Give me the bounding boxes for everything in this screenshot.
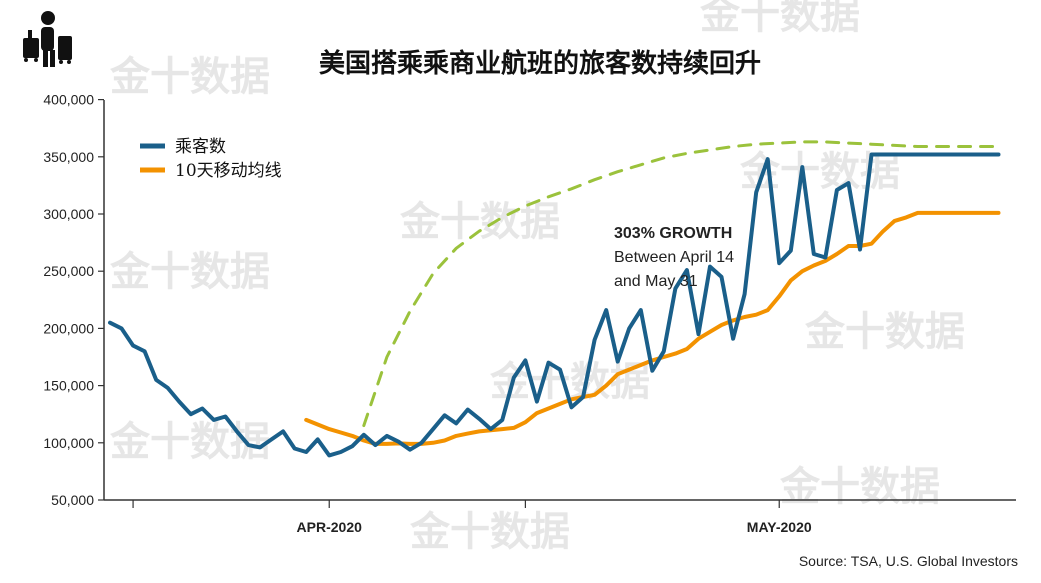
watermark-text: 金十数据	[109, 54, 270, 99]
traveler-icon	[23, 11, 72, 67]
y-tick-label: 150,000	[43, 378, 94, 394]
series-line-trend	[362, 140, 1000, 428]
watermark-text: 金十数据	[109, 249, 270, 294]
y-tick-label: 50,000	[51, 492, 94, 508]
source-note: Source: TSA, U.S. Global Investors	[799, 553, 1018, 569]
series-layer	[108, 140, 1001, 458]
chart-title: 美国搭乘乘商业航班的旅客数持续回升	[319, 48, 761, 79]
legend-label-moving-average: 10天移动均线	[175, 161, 282, 181]
y-tick-label: 250,000	[43, 263, 94, 279]
watermark-text: 金十数据	[699, 0, 860, 37]
watermark-text: 金十数据	[804, 309, 965, 354]
annotation-heading: 303% GROWTH	[614, 225, 732, 242]
watermark-text: 金十数据	[409, 509, 570, 554]
legend-label-passengers: 乘客数	[175, 137, 226, 157]
x-tick-label: MAY-2020	[747, 519, 812, 535]
annotation-line-1: Between April 14	[614, 249, 734, 266]
annotation-line-2: and May 31	[614, 273, 698, 290]
y-tick-label: 350,000	[43, 149, 94, 165]
watermark-text: 金十数据	[779, 464, 940, 509]
y-tick-label: 300,000	[43, 206, 94, 222]
y-tick-label: 400,000	[43, 92, 94, 108]
growth-annotation: 303% GROWTH Between April 14 and May 31	[614, 225, 734, 290]
series-line-passengers	[108, 152, 1001, 458]
watermark-text: 金十数据	[399, 199, 560, 244]
legend: 乘客数 10天移动均线	[140, 137, 282, 181]
axes: 50,000 100,000 150,000 200,000 250,000 300,00…	[43, 92, 1016, 535]
y-tick-label: 100,000	[43, 435, 94, 451]
x-tick-label: APR-2020	[297, 519, 363, 535]
y-tick-label: 200,000	[43, 320, 94, 336]
